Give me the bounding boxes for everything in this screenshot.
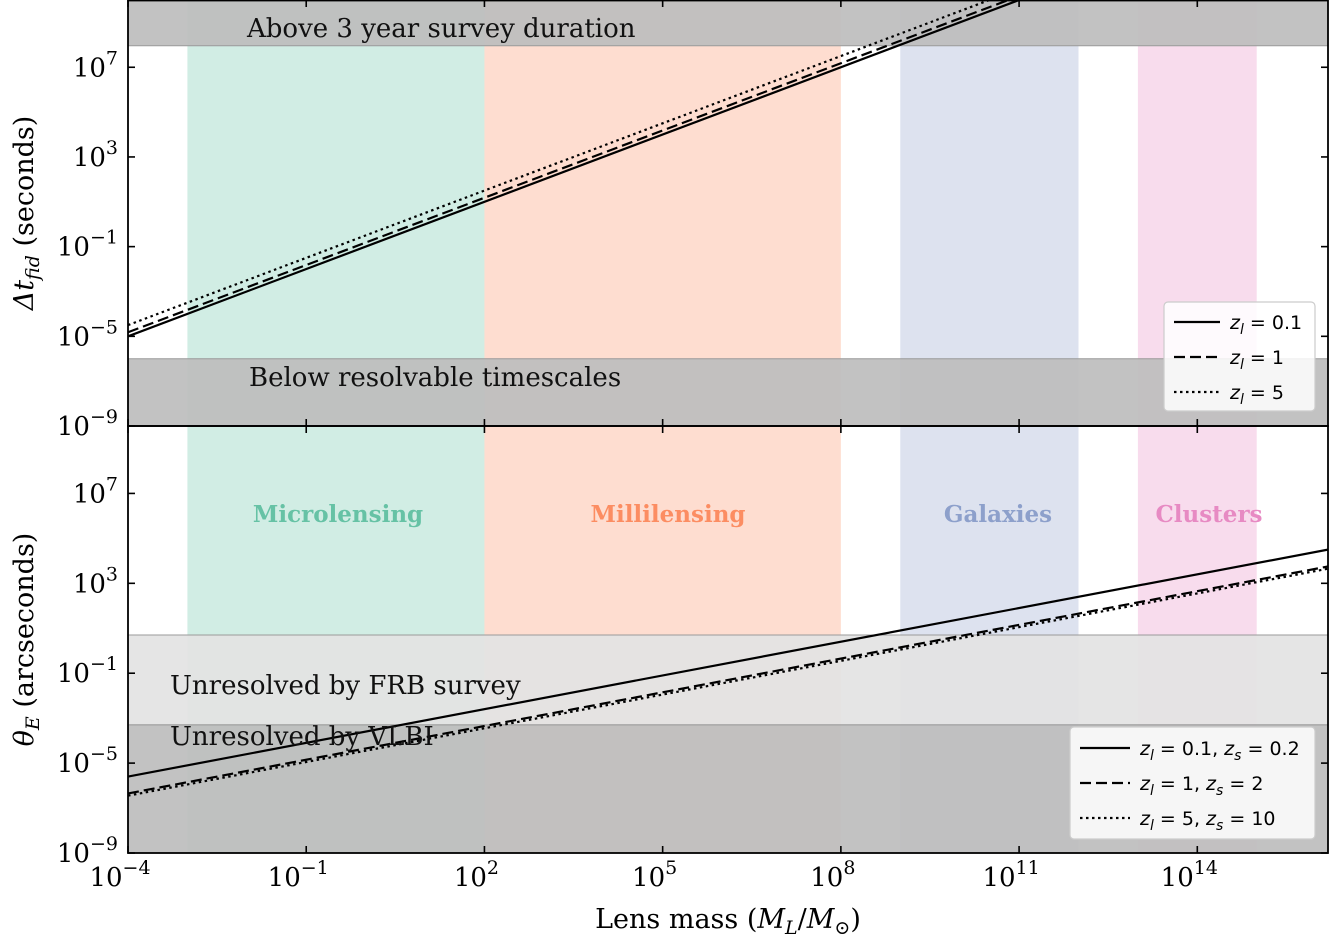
legend-label: zl = 1 — [1229, 347, 1284, 373]
y-tick-label: 10−9 — [57, 833, 118, 869]
series-line-time_delay-0 — [128, 0, 1023, 338]
y-tick-label: 103 — [73, 137, 118, 173]
x-tick-label: 102 — [454, 857, 499, 893]
region-label-clusters: Clusters — [1155, 501, 1262, 528]
gray-band-time_delay-0 — [128, 0, 1328, 46]
series-line-time_delay-1 — [128, 0, 1012, 334]
legend-label: zl = 0.1, zs = 0.2 — [1139, 738, 1300, 764]
y-tick-label: 107 — [73, 47, 118, 83]
y-tick-label: 10−1 — [57, 227, 118, 263]
panel-frame-einstein_radius — [127, 425, 1329, 854]
x-tick-label: 10−4 — [89, 857, 150, 893]
x-tick-label: 1014 — [1161, 857, 1218, 893]
gray-band-time_delay-1 — [128, 358, 1328, 426]
band-label-above: Above 3 year survey duration — [246, 14, 636, 44]
region-label-galaxies: Galaxies — [944, 501, 1052, 528]
band-label-vlbi: Unresolved by VLBI — [170, 722, 434, 752]
legend-label: zl = 5 — [1229, 382, 1284, 408]
y-tick-label: 107 — [73, 473, 118, 509]
legend-label: zl = 5, zs = 10 — [1139, 808, 1276, 834]
y-tick-label: 10−9 — [57, 406, 118, 442]
x-axis-label: Lens mass (ML/M⊙) — [595, 904, 861, 937]
y-axis-label-time_delay: Δtfid (seconds) — [9, 116, 44, 312]
x-tick-label: 108 — [810, 857, 855, 893]
band-label-frb: Unresolved by FRB survey — [170, 671, 521, 701]
y-axis-label-einstein_radius: θE (arcseconds) — [9, 533, 44, 747]
y-tick-label: 10−1 — [57, 653, 118, 689]
y-tick-label: 10−5 — [57, 743, 118, 779]
x-tick-label: 105 — [632, 857, 677, 893]
legend-box-einstein_radius — [1069, 726, 1316, 840]
band-label-below: Below resolvable timescales — [249, 363, 621, 393]
x-tick-label: 10−1 — [268, 857, 329, 893]
legend-box-time_delay — [1163, 301, 1316, 412]
y-tick-label: 103 — [73, 563, 118, 599]
y-tick-label: 10−5 — [57, 316, 118, 352]
x-tick-label: 1011 — [982, 857, 1039, 893]
series-line-einstein_radius-1 — [128, 565, 1328, 795]
legend-label: zl = 1, zs = 2 — [1139, 773, 1263, 799]
legend-label: zl = 0.1 — [1229, 312, 1302, 338]
series-line-einstein_radius-0 — [128, 548, 1328, 778]
region-label-microlensing: Microlensing — [253, 501, 423, 528]
region-label-millilensing: Millilensing — [591, 501, 746, 528]
